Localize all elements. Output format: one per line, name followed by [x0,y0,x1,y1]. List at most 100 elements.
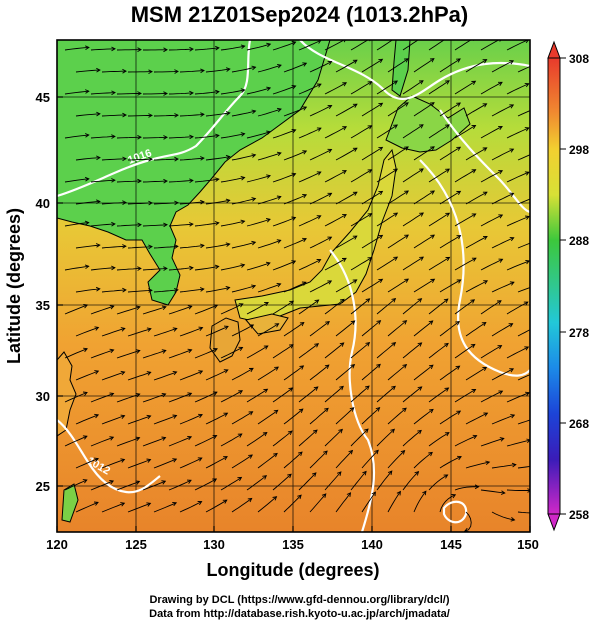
streamline-arrowhead [509,281,515,286]
streamline-arrowhead [174,156,179,162]
streamline-arrowhead [223,412,229,417]
streamline-arrowhead [161,392,167,398]
streamline [257,108,282,117]
streamline-arrowhead [214,177,220,182]
streamline [205,499,228,513]
streamline [116,306,141,315]
streamline [194,91,219,95]
streamline [335,191,358,205]
streamline-arrowhead [223,325,229,330]
streamline-arrowhead [111,265,116,271]
streamline [428,343,449,359]
streamline [64,304,88,315]
streamline-arrowhead [471,389,477,394]
streamline [205,199,230,205]
streamline-arrowhead [443,474,449,479]
streamline [90,305,114,315]
streamline-arrowhead [93,501,99,506]
streamline [454,257,477,271]
streamline-arrowhead [82,435,88,440]
streamline [402,40,419,51]
streamline [439,146,461,161]
streamline [335,103,358,117]
streamline [413,278,435,293]
streamline-arrowhead [509,368,515,373]
streamline [491,192,514,205]
streamline-arrowhead [198,370,204,375]
streamline [283,365,304,381]
streamline-arrowhead [445,256,451,262]
streamline [361,449,379,469]
colorbar-min-arrow [547,513,561,532]
streamline [387,407,407,425]
streamline [376,256,398,271]
streamline-arrowhead [428,320,434,325]
y-tick-35: 35 [36,298,50,313]
streamline [298,429,318,447]
streamline-arrowhead [376,363,381,369]
streamline-arrowhead [237,433,243,438]
streamline-arrowhead [311,472,317,477]
streamline [465,367,487,381]
streamline-arrowhead [443,298,449,303]
x-tick-125: 125 [125,537,147,552]
streamline-arrowhead [445,168,450,173]
streamline [465,236,488,249]
isobar-east [419,159,530,377]
streamline-arrowhead [82,391,88,396]
streamline [231,498,252,513]
streamline [168,48,194,51]
streamline [142,437,166,447]
streamline-arrowhead [456,410,462,415]
streamline-arrowhead [240,175,246,181]
streamline-arrowhead [367,81,373,86]
streamline-arrowhead [247,497,253,503]
streamline [376,470,393,491]
streamline-arrowhead [524,171,530,176]
streamline [465,147,487,161]
streamline [75,370,99,381]
streamline-arrowhead [291,172,297,178]
streamline-arrowhead [538,511,542,515]
colorbar-max-arrow [547,40,561,59]
streamline [454,389,476,403]
streamline [231,368,254,381]
streamline-arrowhead [148,200,153,206]
streamline [506,392,530,403]
streamline-arrowhead [396,490,401,496]
streamline [376,428,395,447]
streamline [413,452,433,469]
streamline [90,436,114,447]
streamline [194,348,218,359]
streamline [413,102,435,117]
streamline-arrowhead [148,156,153,162]
streamline-arrowhead [457,455,462,461]
streamline [194,478,217,491]
streamline [324,170,347,183]
streamline [257,453,278,469]
streamline-arrowhead [273,409,279,415]
streamline [220,390,243,403]
streamline-arrowhead [197,457,203,462]
streamline-arrowhead [237,476,243,482]
streamline [142,267,167,271]
streamline-arrowhead [120,327,126,332]
streamline-arrowhead [240,219,246,225]
streamline [350,257,372,271]
streamline [324,386,344,403]
streamline-arrowhead [137,222,142,228]
streamline [465,280,488,293]
streamline [376,124,398,139]
colorbar-label-308: 308 [569,52,589,66]
streamline [402,471,419,491]
streamline-arrowhead [299,321,305,327]
streamline-arrowhead [94,413,100,419]
streamline [465,59,487,73]
streamline-arrowhead [339,298,345,304]
x-tick-150: 150 [517,537,539,552]
streamline-arrowhead [122,200,127,205]
streamline-arrowhead [348,449,354,455]
streamline-arrowhead [161,305,167,311]
y-tick-40: 40 [36,196,50,211]
streamline [506,127,529,139]
